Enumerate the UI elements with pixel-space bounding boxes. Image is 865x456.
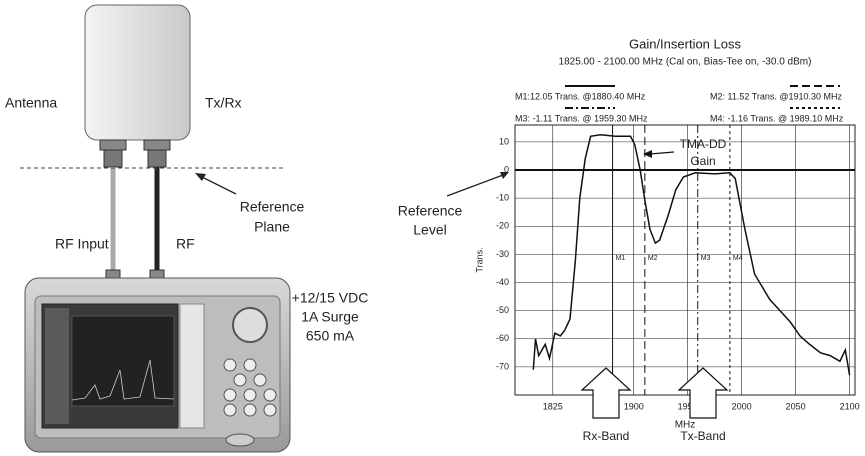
label: +12/15 VDC xyxy=(292,290,369,306)
arrow xyxy=(446,174,504,197)
band-label: Tx-Band xyxy=(680,429,725,443)
y-tick-label: -70 xyxy=(496,361,509,371)
label: Antenna xyxy=(5,95,57,111)
marker-name: M4 xyxy=(733,255,743,262)
y-tick-label: -10 xyxy=(496,193,509,203)
chart-subtitle: 1825.00 - 2100.00 MHz (Cal on, Bias-Tee … xyxy=(559,57,812,68)
marker-legend-label: M1:12.05 Trans. @1880.40 MHz xyxy=(515,91,646,101)
marker-name: M3 xyxy=(701,255,711,262)
x-tick-label: 2050 xyxy=(786,401,806,411)
y-tick-label: -30 xyxy=(496,249,509,259)
chart-title: Gain/Insertion Loss xyxy=(629,36,742,51)
marker-legend-label: M3: -1.11 Trans. @ 1959.30 MHz xyxy=(515,113,648,123)
y-axis-label: Trans. xyxy=(474,247,484,272)
x-tick-label: 2000 xyxy=(732,401,752,411)
x-tick-label: 2100 xyxy=(840,401,860,411)
label: RF Input xyxy=(55,236,109,252)
label: Tx/Rx xyxy=(205,95,242,111)
y-tick-label: -50 xyxy=(496,305,509,315)
label: Plane xyxy=(254,219,290,235)
marker-name: M2 xyxy=(648,255,658,262)
label: RF xyxy=(176,236,195,252)
y-tick-label: -60 xyxy=(496,333,509,343)
x-tick-label: 1900 xyxy=(624,401,644,411)
band-label: Rx-Band xyxy=(583,429,630,443)
marker-name: M1 xyxy=(616,255,626,262)
y-tick-label: 0 xyxy=(504,164,509,174)
arrow-head xyxy=(500,172,509,179)
y-tick-label: -20 xyxy=(496,221,509,231)
marker-legend-label: M4: -1.16 Trans. @ 1989.10 MHz xyxy=(710,113,844,123)
plot: 10 0 -10 -20 -30 -40 -50 -60 -70 1825 1900 1950 2000… xyxy=(496,85,860,443)
x-tick-label: 1950 xyxy=(678,401,698,411)
marker-legend-label: M2: 11.52 Trans. @1910.30 MHz xyxy=(710,91,843,101)
label: Reference xyxy=(240,199,305,215)
annotation: Gain xyxy=(690,154,715,168)
plot-frame xyxy=(514,124,856,396)
band-arrow xyxy=(580,367,632,419)
analyzer-drawing xyxy=(24,269,291,453)
trace xyxy=(532,134,851,376)
annotation: TMA-DD xyxy=(680,137,727,151)
label: 650 mA xyxy=(306,328,355,344)
arrow-head xyxy=(643,150,652,158)
x-tick-label: 1825 xyxy=(543,401,563,411)
arrow xyxy=(649,151,675,155)
label: Level xyxy=(413,222,446,238)
band-arrow xyxy=(677,367,729,419)
x-axis-label: MHz xyxy=(675,420,696,431)
label: Reference xyxy=(398,203,463,219)
label: 1A Surge xyxy=(301,309,359,325)
y-tick-label: 10 xyxy=(499,136,509,146)
antenna-drawing xyxy=(20,4,285,275)
y-tick-label: -40 xyxy=(496,277,509,287)
